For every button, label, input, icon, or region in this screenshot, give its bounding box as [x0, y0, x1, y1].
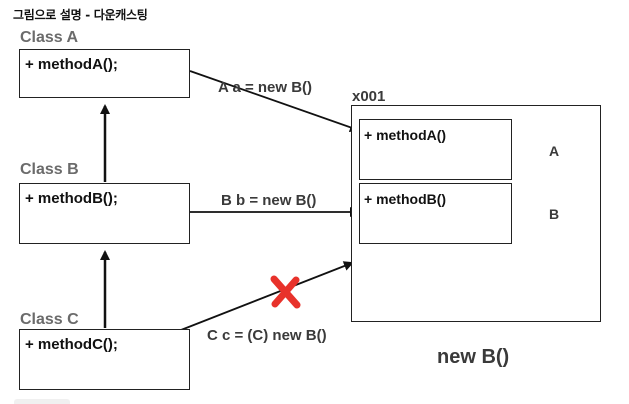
slot-b-tag: B	[549, 206, 560, 222]
instance-slot-a: + methodA()	[359, 119, 512, 180]
instance-address: x001	[352, 88, 386, 105]
reference-arrow-c	[180, 261, 354, 331]
reference-arrow-a	[189, 70, 360, 133]
class-a-label: Class A	[20, 29, 79, 46]
class-c-label: Class C	[20, 311, 79, 328]
slot-a-method: + methodA()	[364, 127, 447, 143]
class-a-box: + methodA();	[19, 49, 190, 98]
assignment-label-b: B b = new B()	[221, 192, 317, 209]
instance-slot-b: + methodB()	[359, 183, 512, 244]
assignment-label-a: A a = new B()	[218, 79, 313, 96]
slot-b-method: + methodB()	[364, 191, 447, 207]
class-b-method: + methodB();	[25, 190, 118, 207]
page-title: 그림으로 설명 - 다운캐스팅	[13, 8, 148, 22]
class-c-method: + methodC();	[25, 336, 118, 353]
slot-a-tag: A	[549, 143, 560, 159]
instance-caption: new B()	[437, 346, 510, 368]
class-a-method: + methodA();	[25, 56, 118, 73]
class-c-box: + methodC();	[19, 329, 190, 390]
class-b-box: + methodB();	[19, 183, 190, 244]
assignment-label-c: C c = (C) new B()	[207, 327, 327, 344]
class-b-label: Class B	[20, 161, 79, 178]
corner-chip	[14, 399, 70, 404]
x-mark-icon	[270, 275, 301, 309]
